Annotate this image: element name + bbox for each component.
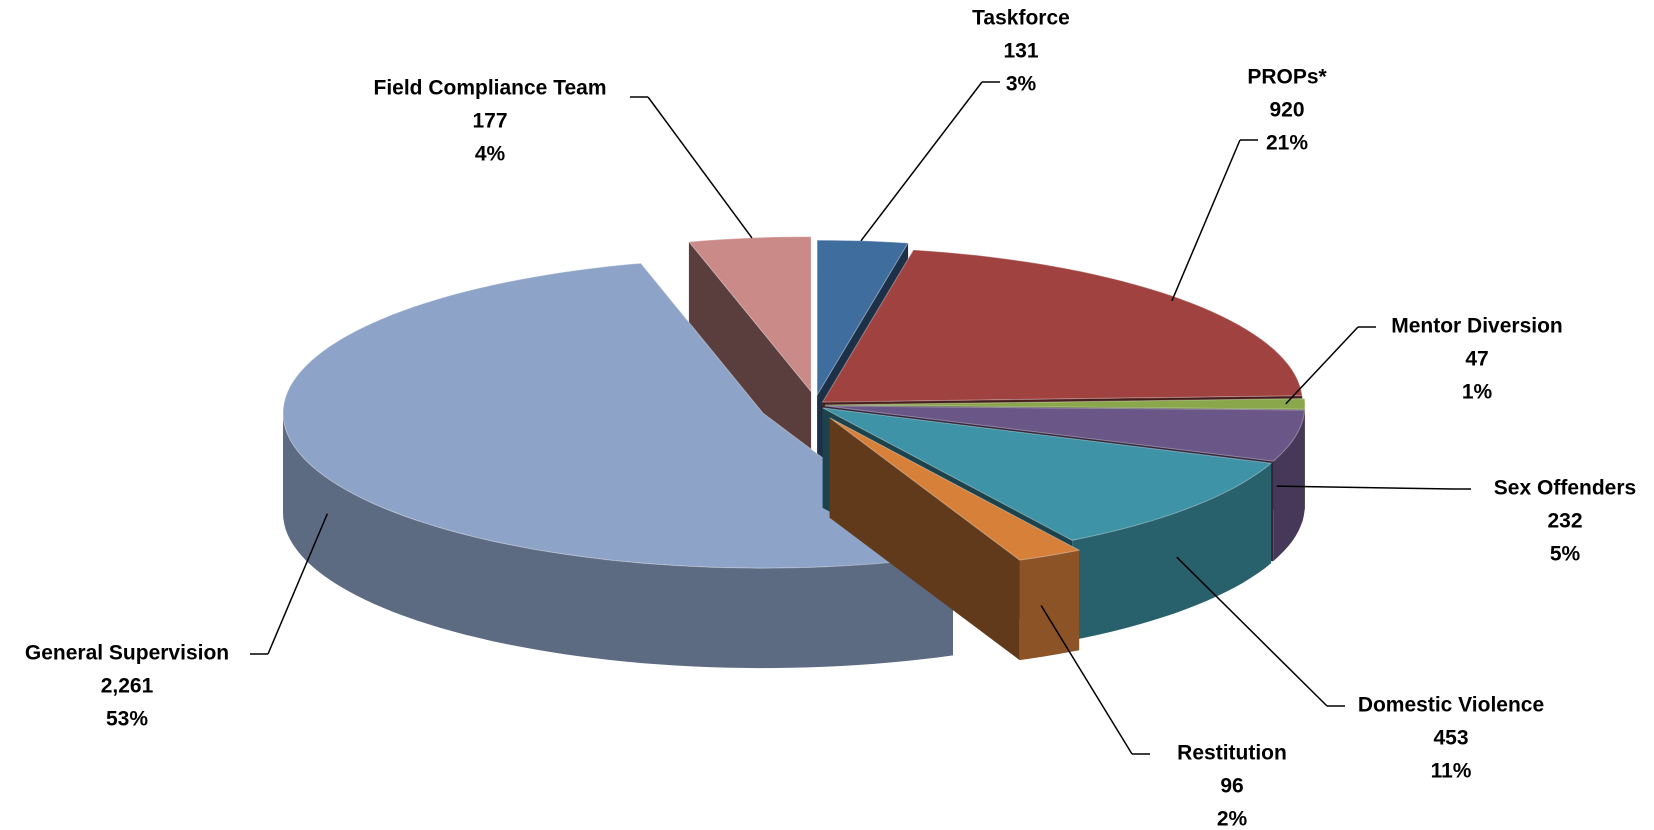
slice-outer-wall [283,413,953,669]
leader-line [1176,556,1328,707]
slice-side-wall [829,417,1020,661]
percent-label: 3% [1006,73,1037,96]
leader-line [1276,485,1454,490]
category-label: Field Compliance Team [374,77,607,100]
percent-label: 4% [475,143,506,166]
leader-line [1285,326,1359,405]
category-label: PROPs* [1247,66,1327,89]
value-label: 920 [1269,99,1304,122]
value-label: 131 [1003,40,1038,63]
category-label: Sex Offenders [1494,477,1636,500]
leader-line [1171,139,1241,302]
slice-top [824,398,1306,410]
slice [829,417,1081,661]
category-label: Taskforce [972,7,1070,30]
percent-label: 53% [106,708,148,731]
slice-top [282,262,955,569]
percent-label: 5% [1550,543,1581,566]
slice-top [687,236,812,394]
value-label: 96 [1220,775,1243,798]
leader-line [1040,605,1133,755]
percent-label: 21% [1266,132,1308,155]
slice-top [822,407,1273,541]
category-label: Mentor Diversion [1391,315,1563,338]
value-label: 47 [1465,348,1488,371]
value-label: 177 [472,110,507,133]
value-label: 2,261 [101,675,154,698]
category-label: Domestic Violence [1358,694,1544,717]
slice-top [824,405,1306,462]
slice-top [829,417,1081,561]
percent-label: 2% [1217,808,1248,830]
slice-outer-wall [1019,550,1080,661]
percent-label: 1% [1462,381,1493,404]
slice-top [816,239,909,397]
category-label: General Supervision [25,642,229,665]
value-label: 232 [1547,510,1582,533]
percent-label: 11% [1431,760,1472,783]
category-label: Restitution [1177,742,1287,765]
slice-outer-wall [1072,463,1272,641]
leader-line [860,81,983,242]
value-label: 453 [1433,727,1468,750]
slice-top [821,249,1303,403]
leader-line [267,513,329,655]
leader-line [647,96,753,239]
slice [282,262,955,669]
